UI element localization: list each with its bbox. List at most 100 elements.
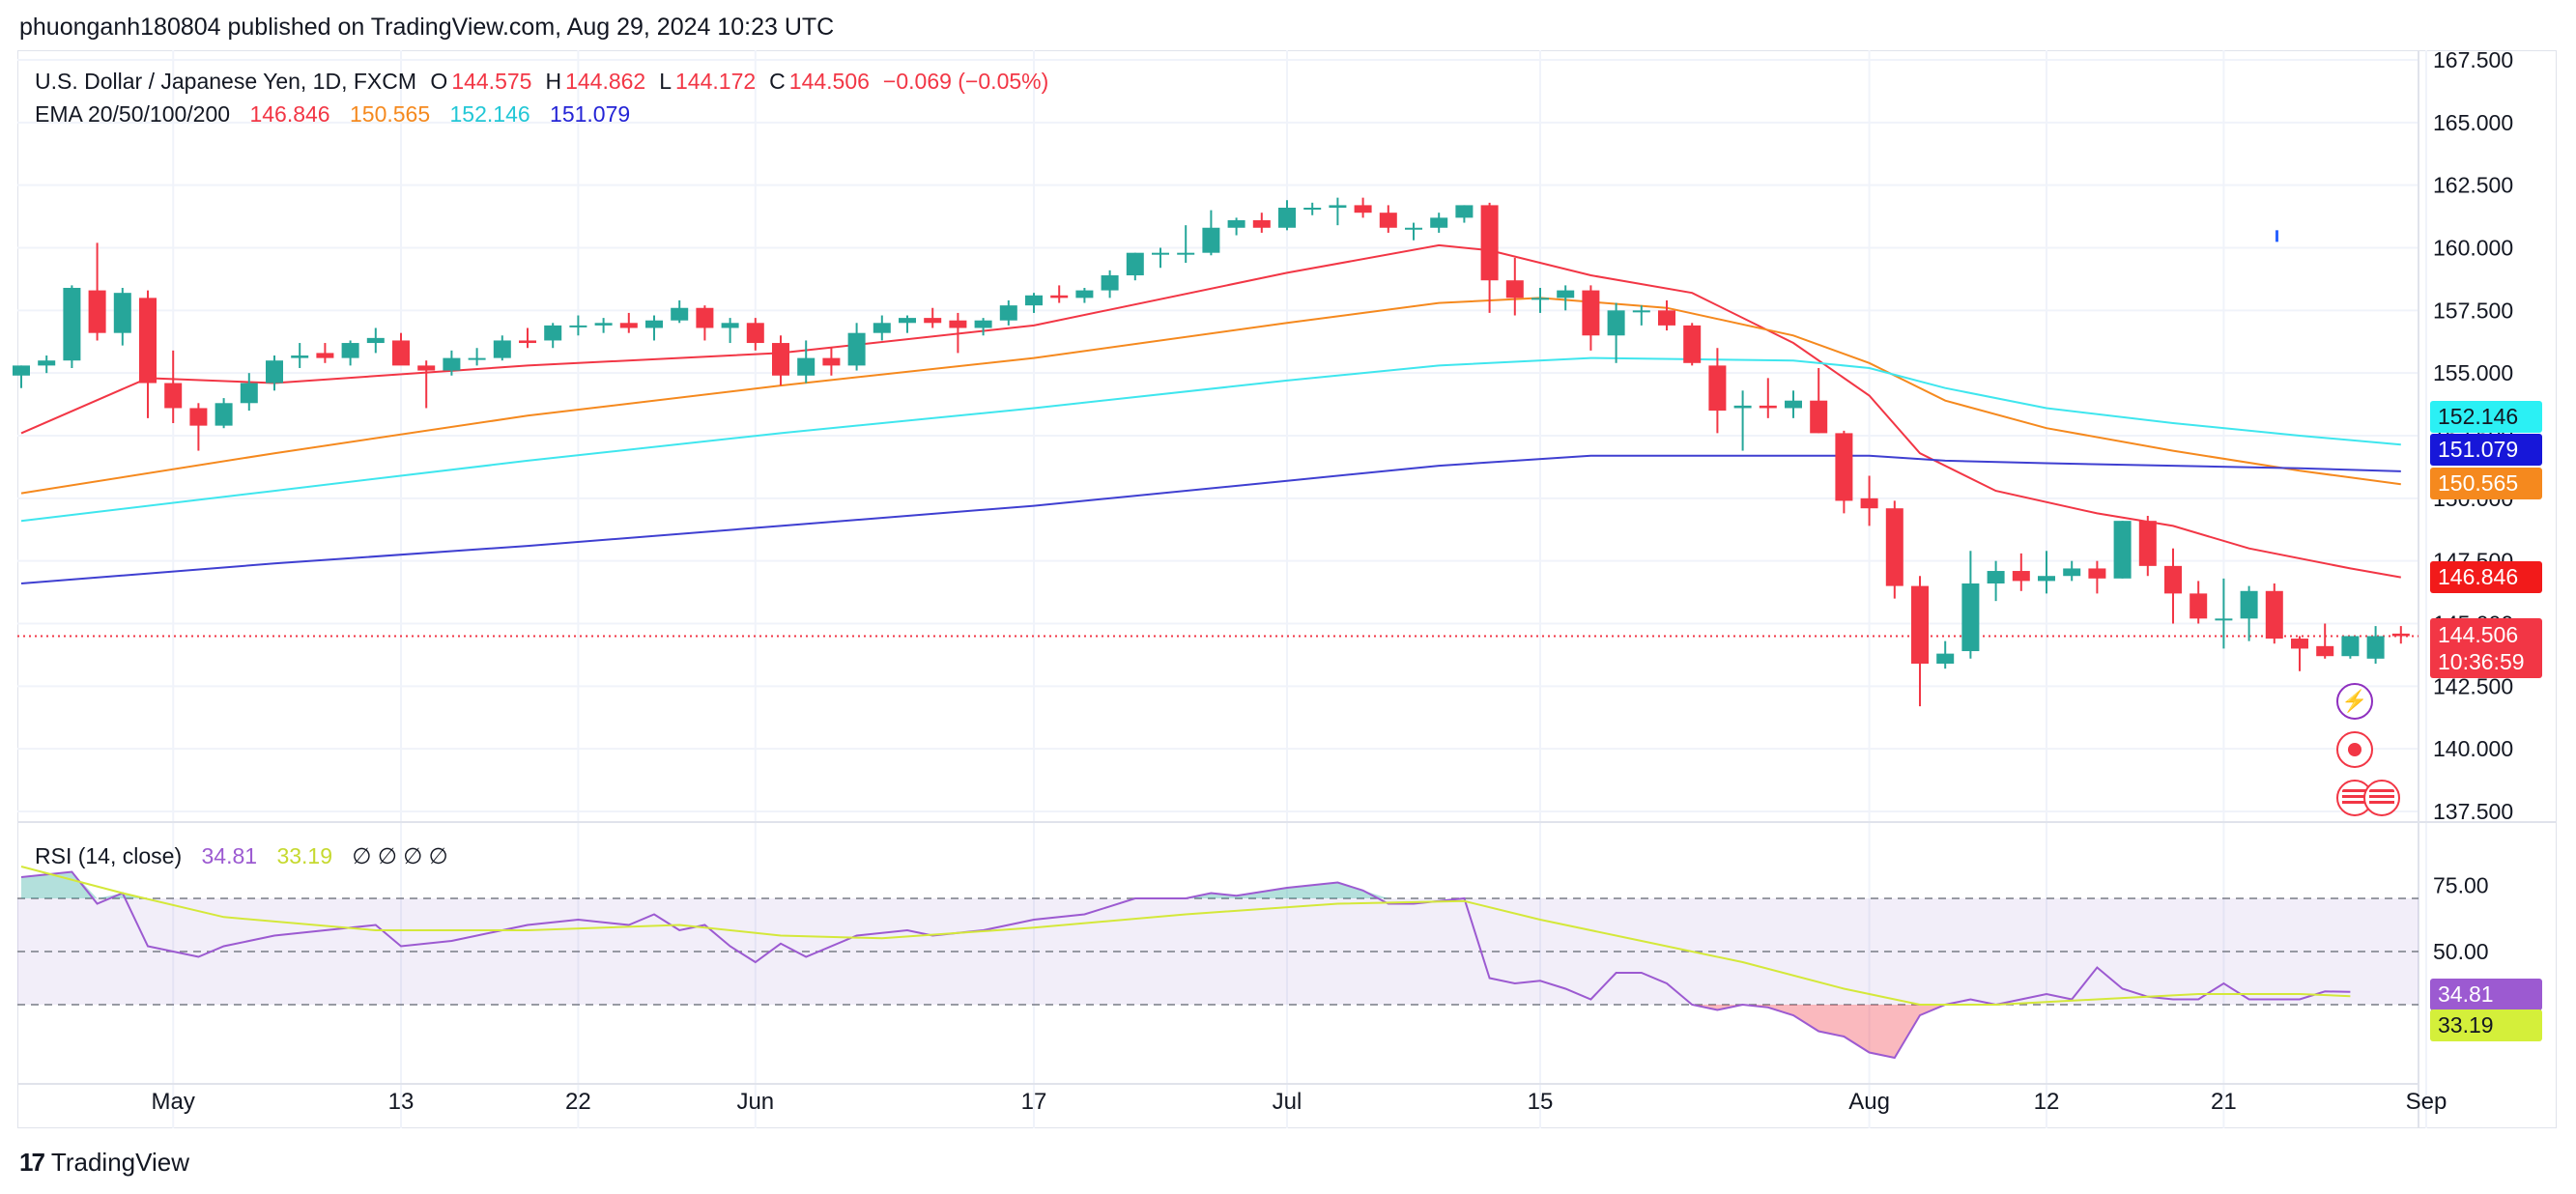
candle bbox=[1835, 430, 1853, 514]
rsi-oversold-fill bbox=[21, 1005, 2351, 1058]
time-tick-label: Aug bbox=[1848, 1089, 1890, 1115]
candle-body bbox=[721, 323, 739, 328]
candle-body bbox=[1987, 571, 2005, 584]
candle bbox=[1152, 247, 1169, 269]
candle-body bbox=[493, 340, 511, 358]
candle bbox=[519, 327, 536, 349]
rsi-tick-label: 50.00 bbox=[2433, 939, 2489, 964]
ohlc-close: 144.506 bbox=[788, 69, 870, 94]
time-tick-label: May bbox=[152, 1089, 195, 1115]
ohlc-h-label: H bbox=[545, 69, 562, 94]
candle bbox=[316, 343, 334, 363]
candle-body bbox=[1810, 400, 1828, 434]
candle-body bbox=[417, 365, 436, 371]
candle-body bbox=[1278, 208, 1296, 228]
candle bbox=[2138, 515, 2157, 577]
ema200-value: 151.079 bbox=[550, 101, 631, 127]
candle bbox=[2366, 626, 2385, 664]
candle bbox=[1733, 390, 1752, 451]
candle-body bbox=[899, 318, 916, 324]
ema-line-ema50 bbox=[20, 297, 2401, 495]
publisher-header: phuonganh180804 published on TradingView… bbox=[19, 14, 835, 41]
candle-body bbox=[2038, 576, 2055, 582]
symbol-title: U.S. Dollar / Japanese Yen, 1D, FXCM bbox=[35, 69, 417, 94]
candle bbox=[266, 355, 283, 391]
candle-body bbox=[2063, 568, 2081, 577]
candle-body bbox=[1936, 653, 1955, 664]
candle bbox=[392, 332, 410, 366]
candle bbox=[619, 312, 638, 333]
time-tick-label: Jul bbox=[1273, 1089, 1302, 1115]
candle-body bbox=[1733, 405, 1752, 409]
candle bbox=[2215, 578, 2233, 649]
candle-body bbox=[2265, 590, 2283, 640]
candle-body bbox=[1455, 205, 1474, 218]
ema100-price-label: 152.146 bbox=[2430, 401, 2542, 433]
candle-body bbox=[266, 360, 283, 384]
candle-body bbox=[1152, 252, 1169, 255]
price-tick-label: 157.500 bbox=[2433, 298, 2513, 323]
candle-body bbox=[1557, 290, 1575, 298]
candle bbox=[974, 318, 992, 336]
candle bbox=[1025, 293, 1043, 313]
candle-body bbox=[1126, 252, 1144, 276]
candle bbox=[899, 315, 916, 333]
candle bbox=[1987, 560, 2005, 602]
candle-body bbox=[2341, 636, 2360, 657]
candle bbox=[544, 323, 562, 349]
candle-body bbox=[1835, 433, 1853, 501]
price-tick-label: 137.500 bbox=[2433, 799, 2513, 824]
candle bbox=[594, 318, 613, 333]
footer-branding: 17 TradingView bbox=[19, 1148, 189, 1178]
ema50-value: 150.565 bbox=[349, 101, 431, 127]
candle-body bbox=[2215, 618, 2233, 621]
candle-body bbox=[1505, 280, 1524, 298]
candle-body bbox=[1405, 227, 1422, 230]
marker bbox=[2275, 230, 2278, 242]
candle bbox=[417, 360, 436, 409]
candle-body bbox=[797, 357, 816, 376]
record-icon[interactable] bbox=[2336, 731, 2373, 768]
candle bbox=[38, 355, 56, 374]
rsi-panel bbox=[17, 866, 2419, 1060]
candle-body bbox=[1025, 295, 1043, 306]
candle-body bbox=[468, 357, 486, 360]
candle bbox=[1632, 305, 1650, 326]
candle bbox=[949, 312, 967, 354]
candle bbox=[443, 350, 461, 376]
candle bbox=[1329, 197, 1347, 226]
ema-legend: EMA 20/50/100/200 146.846 150.565 152.14… bbox=[35, 101, 634, 128]
time-tick-label: Jun bbox=[736, 1089, 774, 1115]
candle-body bbox=[847, 332, 866, 366]
candle-body bbox=[1607, 310, 1625, 336]
us-flag-icon[interactable] bbox=[2363, 780, 2400, 816]
time-tick-label: 13 bbox=[388, 1089, 415, 1115]
rsi-na-values: ∅ ∅ ∅ ∅ bbox=[352, 843, 448, 868]
candle-body bbox=[63, 287, 81, 361]
footer-brand: TradingView bbox=[50, 1148, 189, 1177]
candle bbox=[1785, 390, 1802, 418]
candle-body bbox=[645, 320, 663, 328]
candle-body bbox=[1379, 213, 1397, 228]
candle-body bbox=[1303, 208, 1322, 211]
price-tick-label: 167.500 bbox=[2433, 47, 2513, 72]
candle bbox=[2012, 553, 2030, 591]
candle-body bbox=[873, 323, 891, 333]
time-tick-label: 22 bbox=[565, 1089, 591, 1115]
candle bbox=[1050, 285, 1069, 303]
candle-body bbox=[1860, 498, 1878, 509]
lightning-icon[interactable]: ⚡ bbox=[2336, 683, 2373, 720]
candle bbox=[1177, 225, 1195, 264]
candle bbox=[1126, 252, 1144, 281]
candle-body bbox=[594, 323, 613, 326]
candle-body bbox=[924, 318, 942, 324]
candle-body bbox=[1531, 298, 1549, 300]
candle bbox=[1936, 640, 1955, 669]
ema-lines bbox=[17, 243, 2419, 638]
candle-body bbox=[1430, 217, 1448, 228]
rsi-legend-label: RSI (14, close) bbox=[35, 843, 183, 868]
candle-body bbox=[2316, 645, 2334, 657]
candle-body bbox=[1354, 205, 1372, 213]
candle-body bbox=[341, 343, 359, 358]
